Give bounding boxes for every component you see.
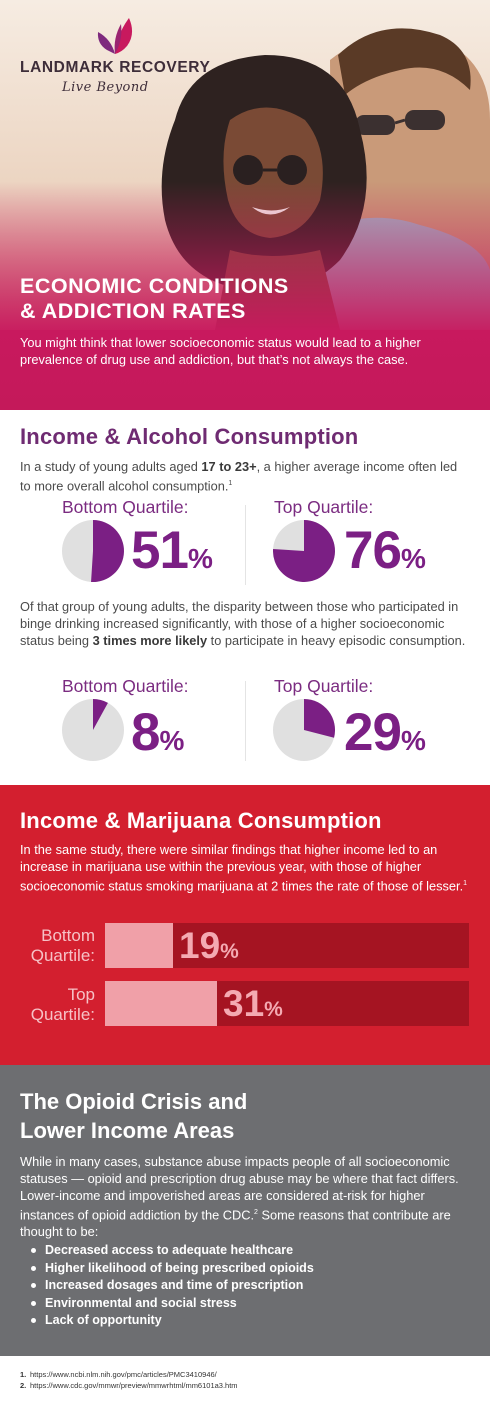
alcohol-section-title: Income & Alcohol Consumption	[20, 424, 359, 449]
hero-banner: LANDMARK RECOVERY Live Beyond ECONOMIC C…	[0, 0, 490, 410]
stat-label: Top Quartile:	[274, 497, 374, 517]
binge-text: Of that group of young adults, the dispa…	[20, 599, 466, 648]
alcohol-text: In a study of young adults aged 17 to 23…	[20, 459, 458, 494]
intro-text: You might think that lower socioeconomic…	[20, 335, 421, 367]
column-divider	[245, 505, 246, 585]
bar-label: Top Quartile:	[30, 985, 95, 1024]
stat-label: Bottom Quartile:	[62, 676, 189, 696]
bar-fill	[105, 981, 217, 1026]
list-item: Lack of opportunity	[30, 1312, 314, 1330]
footnotes: 1. https://www.ncbi.nlm.nih.gov/pmc/artic…	[20, 1369, 470, 1391]
opioid-section: The Opioid Crisis and Lower Income Areas…	[0, 1065, 490, 1356]
stat-value: 8%	[131, 703, 185, 762]
stat-label: Bottom Quartile:	[62, 497, 189, 517]
pie-chart	[62, 520, 124, 582]
bar-track: 31%	[105, 981, 469, 1026]
bar-value: 31%	[223, 983, 283, 1024]
marijuana-section: Income & Marijuana Consumption In the sa…	[0, 785, 490, 1065]
pie-chart	[62, 699, 124, 761]
bar-track: 19%	[105, 923, 469, 968]
pie-chart	[273, 520, 335, 582]
pie-slice	[93, 699, 108, 730]
marijuana-section-title: Income & Marijuana Consumption	[20, 808, 382, 833]
column-divider	[245, 681, 246, 761]
bar-label: Bottom Quartile:	[30, 926, 95, 965]
bar-value: 19%	[179, 925, 239, 966]
list-item: Higher likelihood of being prescribed op…	[30, 1260, 314, 1278]
stat-value: 76%	[344, 521, 426, 580]
stat-value: 51%	[131, 521, 213, 580]
brand-name: LANDMARK RECOVERY	[20, 59, 211, 76]
pie-slice	[304, 699, 335, 738]
footnote-row: 1. https://www.ncbi.nlm.nih.gov/pmc/artic…	[20, 1370, 217, 1379]
footnote-link[interactable]: https://www.ncbi.nlm.nih.gov/pmc/article…	[30, 1370, 217, 1379]
pie-chart	[273, 699, 335, 761]
list-item: Increased dosages and time of prescripti…	[30, 1277, 314, 1295]
stat-label: Top Quartile:	[274, 676, 374, 696]
pie-slice	[273, 520, 335, 582]
opioid-text: While in many cases, substance abuse imp…	[20, 1154, 459, 1240]
page-title-line1: ECONOMIC CONDITIONS	[20, 274, 289, 298]
footnote-row: 2. https://www.cdc.gov/mmwr/preview/mmwrh…	[20, 1381, 238, 1390]
marijuana-text: In the same study, there were similar fi…	[20, 842, 468, 894]
bar-fill	[105, 923, 173, 968]
list-item: Decreased access to adequate healthcare	[30, 1242, 314, 1260]
reasons-list: Decreased access to adequate healthcare …	[30, 1242, 314, 1330]
list-item: Environmental and social stress	[30, 1295, 314, 1313]
couple-photo	[0, 0, 490, 330]
pie-slice	[91, 520, 124, 582]
footnote-link[interactable]: https://www.cdc.gov/mmwr/preview/mmwrhtm…	[30, 1381, 238, 1390]
page-title: ECONOMIC CONDITIONS & ADDICTION RATES	[20, 274, 460, 324]
brand-tagline: Live Beyond	[62, 80, 149, 95]
butterfly-icon	[97, 18, 133, 54]
opioid-section-title: The Opioid Crisis and Lower Income Areas	[20, 1089, 248, 1143]
stat-value: 29%	[344, 703, 426, 762]
page-title-line2: & ADDICTION RATES	[20, 299, 246, 323]
brand-logo: LANDMARK RECOVERY Live Beyond	[20, 14, 220, 95]
